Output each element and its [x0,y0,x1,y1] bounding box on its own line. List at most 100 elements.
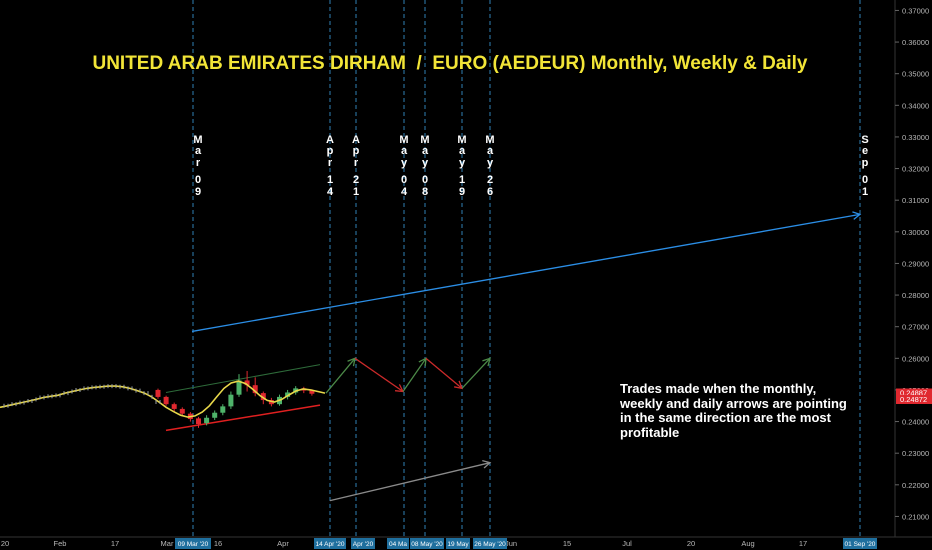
x-marker-label: Apr '20 [353,541,374,548]
x-tick-label: 17 [111,539,119,548]
daily-swings-label: Daily swings [497,345,588,362]
daily-swing-arrow-head [482,357,491,367]
candle-body [212,412,218,418]
candle-body [196,418,201,425]
x-marker-label: 09 Mar '20 [178,541,209,548]
candle-body [171,404,177,409]
candle-body [228,394,234,407]
candle-body [252,385,258,394]
vertical-date-day: 01 [861,174,869,198]
y-tick-label: 0.30000 [902,228,929,237]
y-tick-label: 0.24000 [902,418,929,427]
daily-swing-arrow [325,357,356,394]
x-marker-badge [473,538,507,549]
x-marker-badge [843,538,877,549]
channel-upper-line [165,364,321,393]
x-marker-badge [314,538,346,549]
daily-swing-arrow [402,357,427,392]
x-marker-label: 19 May [447,541,469,548]
price-badge-label: 0.24872 [900,395,927,404]
vertical-date-day: 26 [486,174,494,198]
y-tick-label: 0.29000 [902,259,929,268]
x-marker-label: 14 Apr '20 [315,541,344,548]
x-tick-label: 17 [799,539,807,548]
y-tick-label: 0.35000 [902,70,929,79]
monthly-trend-arrow-head [852,211,862,220]
vertical-date-day: 09 [194,174,202,198]
x-tick-label: 20 [1,539,9,548]
strategy-note: Trades made when the monthly, weekly and… [620,381,847,440]
x-tick-label: Jul [622,539,632,548]
price-badge [896,394,932,404]
candle-body [155,389,161,397]
chart-title: UNITED ARAB EMIRATES DIRHAM / EURO (AEDE… [92,53,808,74]
x-marker-badge [387,538,409,549]
vertical-date-month: Sep [861,134,869,169]
y-tick-label: 0.22000 [902,481,929,490]
vertical-date-day: 04 [400,174,408,198]
weekly-trend-label: Weekly Trend [227,475,324,492]
y-tick-label: 0.33000 [902,133,929,142]
candle-body [220,406,226,413]
y-tick-label: 0.21000 [902,512,929,521]
price-badge [896,388,932,398]
candle-body [204,417,210,424]
vertical-date-month: Apr [326,134,334,169]
candle-body [244,380,250,386]
vertical-date-label: May 04 [399,134,409,198]
vertical-date-month: May [485,134,495,169]
y-tick-label: 0.36000 [902,38,929,47]
x-marker-label: 01 Sep '20 [845,541,876,548]
y-tick-label: 0.31000 [902,196,929,205]
price-badge-label: 0.24887 [900,389,927,398]
vertical-date-day: 14 [326,174,334,198]
vertical-date-label: Apr 21 [351,134,361,198]
x-marker-label: 26 May '20 [474,541,506,548]
weekly-trend-arrow-head [482,459,492,469]
vertical-date-label: May 19 [457,134,467,198]
x-marker-label: 04 Ma [389,541,407,548]
candle-body [179,408,185,414]
y-tick-label: 0.34000 [902,101,929,110]
x-tick-label: Aug [741,539,754,548]
vertical-date-day: 21 [352,174,360,198]
vertical-date-day: 08 [421,174,429,198]
y-tick-label: 0.27000 [902,323,929,332]
candle-body [285,392,291,397]
vertical-date-month: Apr [352,134,360,169]
daily-swing-arrow [425,357,463,389]
x-tick-label: 15 [563,539,571,548]
x-marker-badge [175,538,211,549]
vertical-date-label: Mar 09 [193,134,203,198]
daily-swing-arrow [354,357,404,393]
vertical-date-month: May [457,134,467,169]
channel-lower-line [165,404,321,432]
monthly-trend-label: Monthly Trend [79,319,182,336]
vertical-date-day: 19 [458,174,466,198]
y-tick-label: 0.32000 [902,165,929,174]
y-tick-label: 0.28000 [902,291,929,300]
monthly-trend-arrow [191,213,861,333]
x-tick-label: Apr [277,539,289,548]
vertical-date-label: Apr 14 [325,134,335,198]
x-marker-badge [410,538,444,549]
candle-body [236,380,242,395]
x-marker-badge [351,538,375,549]
daily-swing-arrow [461,357,491,389]
moving-average-line [0,380,326,418]
y-tick-label: 0.37000 [902,6,929,15]
vertical-date-month: May [399,134,409,169]
x-marker-badge [446,538,470,549]
vertical-date-month: Mar [193,134,203,169]
x-tick-label: 20 [687,539,695,548]
candle-body [309,390,315,394]
candle-body [163,396,169,405]
vertical-date-label: Sep 01 [860,134,870,198]
y-tick-label: 0.26000 [902,354,929,363]
vertical-date-month: May [420,134,430,169]
vertical-date-label: May 08 [420,134,430,198]
vertical-date-label: May 26 [485,134,495,198]
x-marker-label: 08 May '20 [411,541,443,548]
